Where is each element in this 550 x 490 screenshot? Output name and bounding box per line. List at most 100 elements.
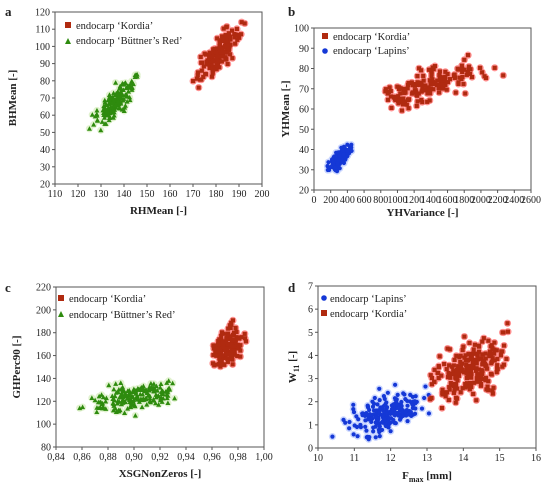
data-point — [453, 90, 458, 95]
data-point — [125, 88, 131, 94]
data-point — [436, 85, 441, 91]
data-point — [474, 361, 479, 366]
data-point — [421, 78, 426, 83]
data-point — [131, 397, 137, 402]
data-point — [399, 100, 404, 105]
y-tick-label-b: 100 — [294, 24, 309, 35]
data-point — [396, 94, 401, 99]
y-axis-label-a: BHMean [-] — [7, 70, 19, 127]
data-point — [149, 384, 155, 389]
data-point — [97, 399, 103, 405]
data-point — [447, 77, 453, 82]
data-point — [113, 80, 119, 85]
data-point — [458, 365, 464, 370]
data-point — [464, 362, 469, 368]
data-point — [120, 87, 126, 93]
data-point — [452, 357, 457, 362]
data-point — [490, 391, 495, 396]
data-point — [326, 160, 331, 165]
data-point — [396, 101, 401, 106]
data-point — [335, 161, 340, 166]
data-point — [220, 38, 226, 43]
ticks-a: 110 120 130 140 150 160 170 180 190 200 20 30 40 50 60… — [35, 8, 270, 201]
data-point — [454, 367, 459, 373]
data-point — [365, 403, 370, 408]
legend-d: endocarp ‘Lapins’ endocarp ‘Kordia’ — [321, 294, 407, 320]
data-point — [238, 32, 244, 37]
data-point — [124, 98, 130, 104]
legend-label-kordia-c: endocarp ‘Kordia’ — [69, 294, 146, 305]
data-point — [120, 400, 126, 405]
x-tick-label-b: 600 — [357, 195, 372, 206]
data-point — [213, 350, 218, 355]
y-tick-label-b: 40 — [299, 145, 309, 156]
data-point — [228, 352, 234, 357]
data-point — [163, 389, 169, 394]
data-point — [129, 80, 135, 86]
data-point — [490, 388, 495, 393]
data-point — [233, 32, 238, 37]
data-point — [234, 346, 240, 351]
data-point — [501, 73, 506, 78]
data-point — [402, 409, 408, 414]
marks-c — [76, 316, 250, 420]
legend-label-kordia-a: endocarp ‘Kordia’ — [76, 21, 153, 32]
data-point — [405, 403, 410, 408]
data-point — [208, 60, 214, 65]
data-point — [222, 362, 227, 367]
data-point — [472, 380, 477, 385]
data-point — [437, 90, 442, 95]
data-point — [398, 96, 403, 101]
data-point — [215, 58, 220, 63]
data-point — [504, 356, 509, 362]
data-point — [433, 80, 438, 86]
data-point — [122, 92, 128, 97]
x-tick-label-b: 400 — [340, 195, 355, 206]
data-point — [106, 117, 112, 123]
data-point — [153, 383, 159, 389]
x-tick-label-c: 0,88 — [99, 452, 117, 463]
data-point — [151, 381, 157, 386]
x-tick-label-a: 130 — [94, 189, 109, 200]
data-point — [222, 50, 228, 55]
data-point — [226, 33, 231, 38]
data-point — [443, 394, 448, 399]
data-point — [480, 362, 485, 367]
data-point — [382, 396, 387, 401]
data-point — [399, 403, 404, 409]
data-point — [439, 86, 445, 91]
data-point — [471, 347, 476, 352]
data-point — [492, 358, 497, 363]
y-tick-label-d: 3 — [308, 374, 313, 385]
data-point — [230, 362, 235, 367]
data-point — [103, 398, 109, 404]
data-point — [445, 80, 451, 85]
data-point — [201, 74, 206, 80]
data-point — [415, 82, 420, 87]
data-point — [427, 88, 433, 93]
data-point — [393, 96, 398, 102]
data-point — [354, 414, 359, 419]
y-tick-label-b: 30 — [299, 165, 309, 176]
data-point — [211, 346, 216, 351]
data-point — [415, 99, 420, 104]
y-tick-label-b: 80 — [299, 64, 309, 75]
data-point — [80, 404, 86, 410]
data-point — [199, 68, 204, 73]
data-point — [468, 67, 473, 72]
data-point — [207, 65, 212, 71]
data-point — [489, 343, 494, 348]
data-point — [464, 72, 469, 77]
series-c-0 — [210, 318, 249, 369]
data-point — [139, 404, 145, 410]
y-tick-label-d: 2 — [308, 397, 313, 408]
y-tick-label-c: 120 — [36, 397, 51, 408]
x-tick-label-b: 2400 — [504, 195, 524, 206]
data-point — [364, 428, 369, 433]
data-point — [341, 417, 346, 422]
data-point — [115, 99, 121, 104]
data-point — [454, 396, 460, 401]
data-point — [398, 91, 403, 96]
data-point — [395, 410, 400, 416]
data-point — [427, 91, 433, 96]
